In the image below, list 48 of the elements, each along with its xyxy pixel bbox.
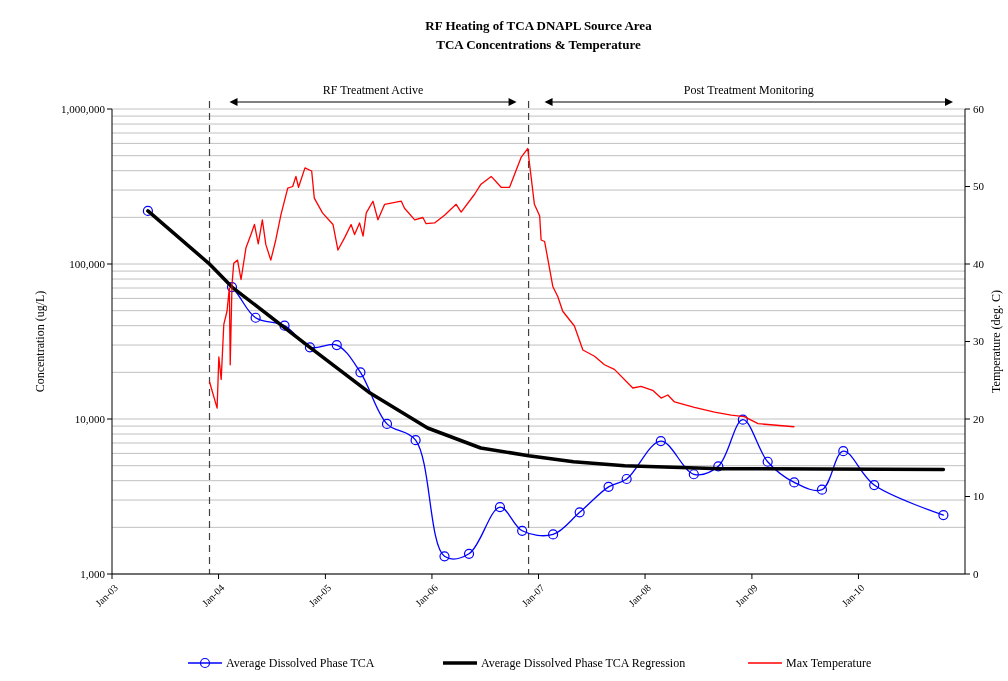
chart-subtitle: TCA Concentrations & Temperature	[436, 37, 641, 52]
y-tick-label: 1,000,000	[61, 102, 106, 115]
y2-axis-title: Temperature (deg. C)	[989, 290, 1003, 393]
point	[463, 548, 475, 559]
point	[603, 481, 614, 492]
point	[226, 281, 238, 293]
point	[279, 320, 290, 331]
line-series	[208, 147, 795, 428]
point	[789, 477, 800, 488]
y2-tick-label: 60	[973, 102, 985, 115]
text: RF Treatment Active	[322, 83, 424, 97]
point	[938, 509, 949, 521]
point	[331, 339, 342, 351]
point	[574, 507, 585, 518]
point	[621, 473, 632, 485]
y2-tick-label: 20	[973, 412, 985, 425]
y2-tick-label: 0	[973, 567, 979, 580]
point	[713, 461, 724, 472]
y-axis-title: Concentration (ug/L)	[33, 290, 47, 393]
legend-label: Max Temperature	[786, 656, 872, 671]
y2-tick-label: 40	[973, 257, 985, 270]
text: Post Treatment Monitoring	[683, 83, 814, 97]
point	[494, 502, 506, 513]
point	[517, 525, 528, 536]
point	[355, 367, 366, 378]
point	[142, 205, 154, 217]
point	[688, 469, 699, 480]
y-tick-label: 10,000	[74, 412, 106, 425]
legend-label: Average Dissolved Phase TCA	[226, 656, 375, 671]
point	[381, 418, 393, 429]
y-tick-label: 100,000	[69, 257, 106, 270]
point	[838, 446, 849, 457]
point	[304, 342, 316, 353]
y-tick-label: 1,000	[80, 567, 106, 580]
point	[250, 312, 261, 323]
point	[410, 435, 421, 446]
y2-tick-label: 50	[973, 180, 985, 193]
point	[762, 456, 773, 467]
y2-tick-label: 30	[973, 335, 985, 348]
y2-tick-label: 10	[973, 490, 985, 503]
point	[869, 479, 880, 491]
chart-title: RF Heating of TCA DNAPL Source Area	[425, 18, 653, 33]
point	[439, 551, 450, 562]
point	[548, 529, 559, 540]
legend-label: Average Dissolved Phase TCA Regression	[481, 656, 686, 671]
point	[737, 414, 748, 425]
point	[655, 436, 666, 447]
point	[816, 484, 828, 495]
